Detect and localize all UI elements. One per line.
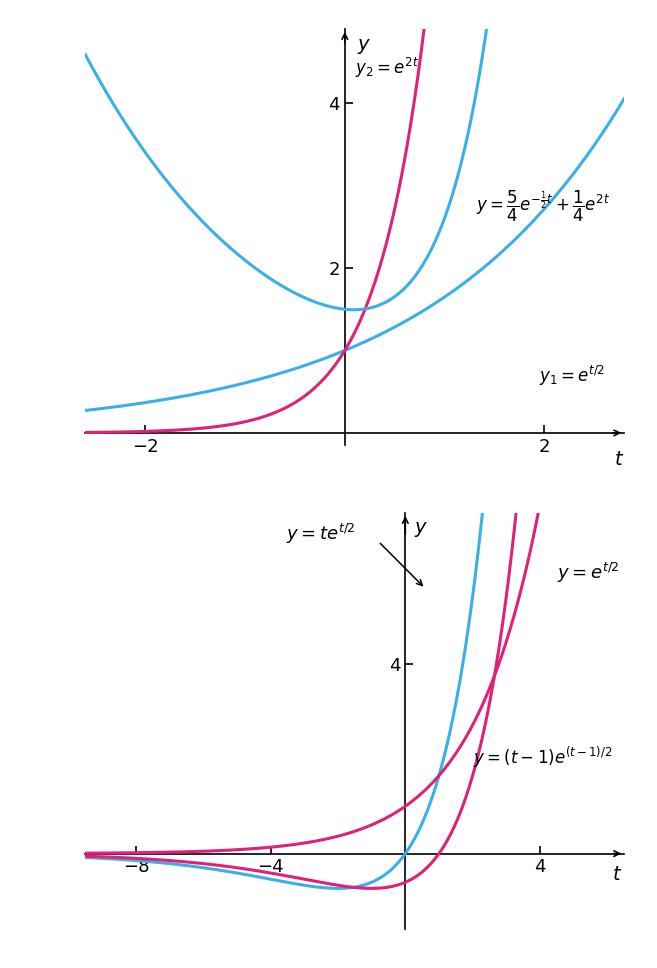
Text: $y_2 = e^{2t}$: $y_2 = e^{2t}$ <box>355 56 419 80</box>
Text: $y = (t-1)e^{(t-1)/2}$: $y = (t-1)e^{(t-1)/2}$ <box>472 744 612 770</box>
Text: $t$: $t$ <box>612 865 623 885</box>
Text: $t$: $t$ <box>614 450 624 469</box>
Text: $y = \dfrac{5}{4}e^{-\frac{1}{2}t} + \dfrac{1}{4}e^{2t}$: $y = \dfrac{5}{4}e^{-\frac{1}{2}t} + \df… <box>476 189 611 224</box>
Text: $y$: $y$ <box>357 38 371 56</box>
Text: $y_1 = e^{t/2}$: $y_1 = e^{t/2}$ <box>539 364 605 388</box>
Text: $y = te^{t/2}$: $y = te^{t/2}$ <box>286 523 356 546</box>
Text: $y$: $y$ <box>414 520 428 539</box>
Text: $y = e^{t/2}$: $y = e^{t/2}$ <box>556 561 620 586</box>
